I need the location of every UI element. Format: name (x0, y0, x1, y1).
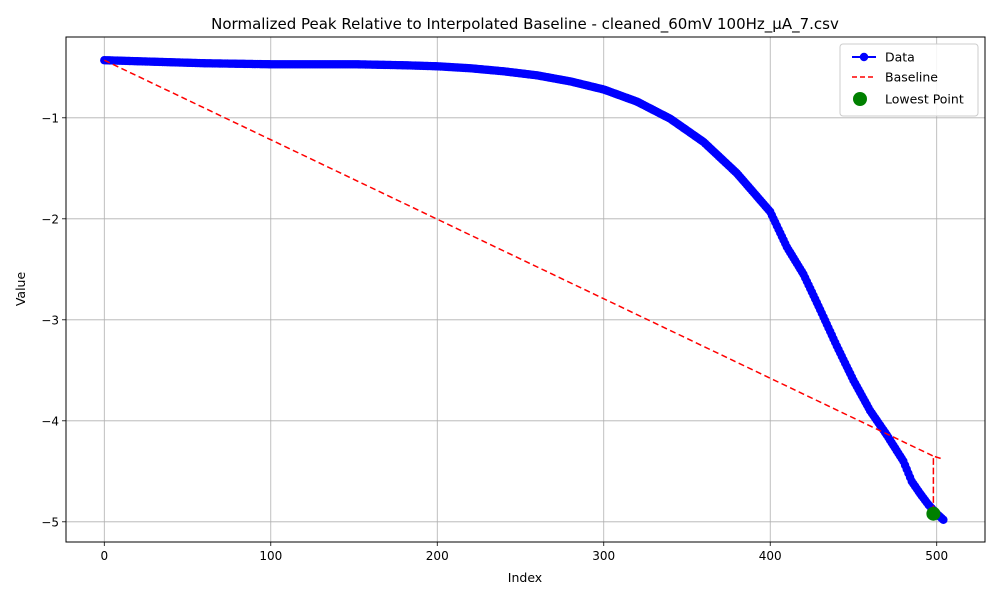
legend-lowest-point-marker (853, 92, 867, 106)
x-axis-label: Index (508, 570, 542, 585)
y-tick-label: −2 (41, 212, 59, 226)
legend-lowest-point-label: Lowest Point (885, 92, 964, 107)
legend-data-marker (859, 52, 869, 62)
ticks: 0 100 200 300 400 500 −5 −4 −3 −2 −1 (41, 111, 948, 563)
y-axis-label: Value (13, 272, 28, 307)
legend: Data Baseline Lowest Point (839, 43, 979, 117)
plot-area (100, 56, 948, 524)
baseline-series-line (103, 59, 944, 514)
y-tick-label: −3 (41, 313, 59, 327)
y-tick-label: −1 (41, 111, 59, 125)
axes-frame (65, 36, 986, 543)
legend-data-label: Data (885, 50, 915, 65)
grid (66, 37, 985, 542)
x-tick-label: 500 (925, 549, 948, 563)
x-tick-label: 300 (592, 549, 615, 563)
data-point (939, 515, 948, 524)
legend-baseline-label: Baseline (885, 70, 938, 85)
chart-title: Normalized Peak Relative to Interpolated… (211, 15, 839, 34)
lowest-point-marker (926, 506, 941, 521)
x-tick-label: 100 (259, 549, 282, 563)
x-tick-label: 0 (100, 549, 108, 563)
x-tick-label: 400 (759, 549, 782, 563)
legend-frame (839, 43, 979, 117)
y-tick-label: −4 (41, 414, 59, 428)
x-tick-label: 200 (426, 549, 449, 563)
y-tick-label: −5 (41, 515, 59, 529)
